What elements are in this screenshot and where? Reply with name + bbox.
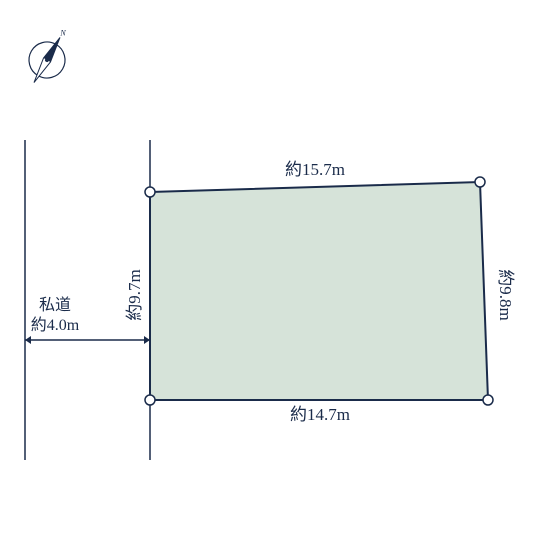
plot-polygon <box>150 182 488 400</box>
plot-vertex <box>483 395 493 405</box>
plot-edge-label: 約15.7m <box>285 160 345 179</box>
plot-edge-label: 約9.7m <box>125 269 144 320</box>
road-label-2: 約4.0m <box>31 316 80 334</box>
plot-edge-label: 約14.7m <box>290 405 350 424</box>
plot-vertex <box>475 177 485 187</box>
plot-vertex <box>145 395 155 405</box>
plot-vertex <box>145 187 155 197</box>
compass-n-label: N <box>59 28 66 37</box>
road-label-1: 私道 <box>39 296 71 314</box>
plot-edge-label: 約9.8m <box>496 269 515 320</box>
